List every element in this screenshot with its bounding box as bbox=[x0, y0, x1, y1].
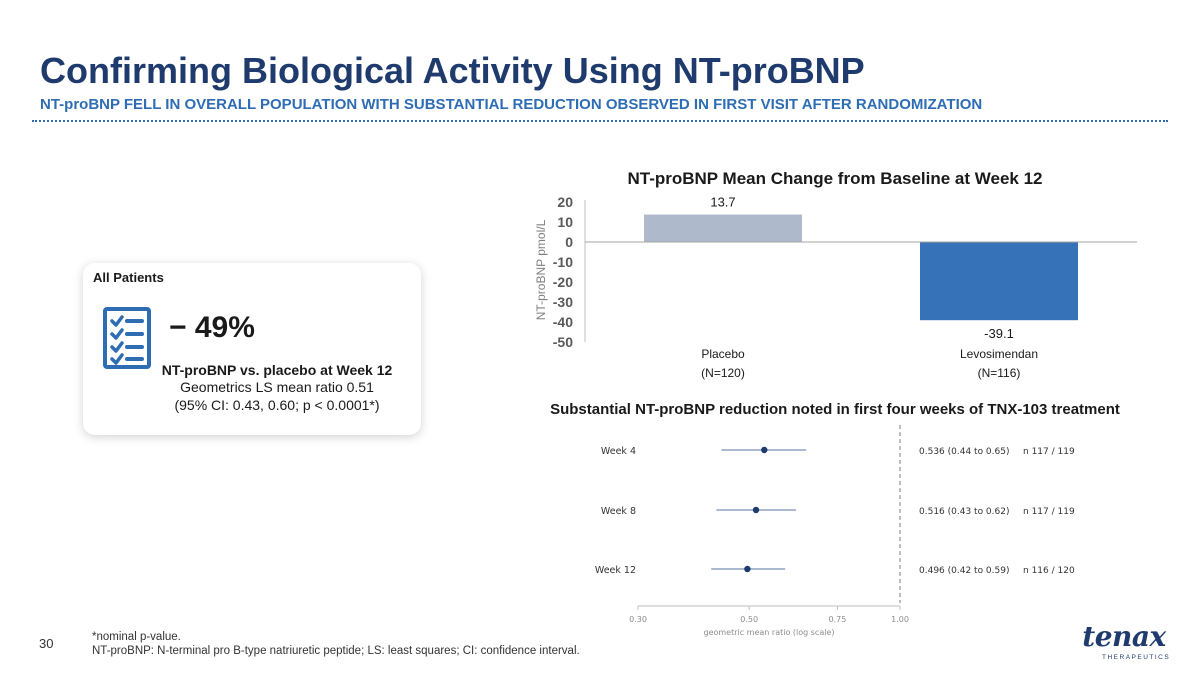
forest-estimate-text: 0.516 (0.43 to 0.62) bbox=[919, 507, 1009, 517]
x-tick-label: 1.00 bbox=[891, 615, 909, 624]
bar-chart: 20 10 0 -10 -20 -30 -40 -50 NT-proBNP pmol/L 13.7… bbox=[534, 194, 1137, 380]
estimate-point bbox=[761, 446, 768, 454]
x-tick-label: 0.50 bbox=[740, 615, 758, 624]
y-tick-label: -50 bbox=[553, 334, 573, 350]
dotted-divider bbox=[32, 120, 1168, 122]
card-line-3: (95% CI: 0.43, 0.60; p < 0.0001*) bbox=[174, 397, 380, 413]
y-tick-label: -30 bbox=[553, 294, 573, 310]
y-tick-label: 20 bbox=[557, 194, 573, 210]
category-sublabel: (N=120) bbox=[701, 366, 745, 380]
logo-subtitle: THERAPEUTICS bbox=[1102, 654, 1171, 661]
estimate-point bbox=[752, 506, 760, 514]
page-title: Confirming Biological Activity Using NT-… bbox=[40, 50, 865, 91]
bar-chart-title: NT-proBNP Mean Change from Baseline at W… bbox=[627, 169, 1043, 188]
page-number: 30 bbox=[39, 636, 54, 651]
category-label: Levosimendan bbox=[960, 347, 1038, 361]
footnote-2: NT-proBNP: N-terminal pro B-type natriur… bbox=[92, 645, 580, 657]
y-tick-label: 0 bbox=[565, 234, 573, 250]
forest-chart-title: Substantial NT-proBNP reduction noted in… bbox=[550, 401, 1120, 418]
y-tick-label: -10 bbox=[553, 254, 573, 270]
y-axis-label: NT-proBNP pmol/L bbox=[534, 219, 548, 320]
estimate-point bbox=[744, 565, 751, 573]
forest-n-text: n 117 / 119 bbox=[1023, 447, 1075, 457]
bar-value-label: 13.7 bbox=[710, 195, 735, 210]
forest-chart: Week 4 0.536 (0.44 to 0.65) n 117 / 119 Wee… bbox=[595, 425, 1075, 637]
forest-estimate-text: 0.536 (0.44 to 0.65) bbox=[919, 447, 1009, 457]
forest-row-label: Week 12 bbox=[595, 565, 636, 576]
forest-n-text: n 116 / 120 bbox=[1023, 566, 1075, 576]
bar-placebo bbox=[644, 214, 802, 242]
bar-levosimendan bbox=[920, 242, 1078, 321]
tenax-logo: tenax THERAPEUTICS bbox=[1076, 620, 1172, 664]
y-tick-label: 10 bbox=[557, 214, 573, 230]
page-subtitle: NT-proBNP FELL IN OVERALL POPULATION WIT… bbox=[40, 96, 983, 113]
card-line-1: NT-proBNP vs. placebo at Week 12 bbox=[161, 362, 393, 378]
card-line-2: Geometrics LS mean ratio 0.51 bbox=[180, 379, 374, 395]
x-tick-label: 0.75 bbox=[828, 615, 846, 624]
card-label: All Patients bbox=[93, 270, 164, 285]
x-tick-label: 0.30 bbox=[629, 615, 647, 624]
forest-row-label: Week 4 bbox=[601, 446, 636, 457]
bar-value-label: -39.1 bbox=[984, 326, 1014, 341]
all-patients-card: All Patients − 49% NT-proBNP vs. placebo… bbox=[83, 263, 421, 435]
forest-row-label: Week 8 bbox=[601, 506, 636, 517]
x-axis-label: geometric mean ratio (log scale) bbox=[703, 628, 834, 637]
category-label: Placebo bbox=[701, 347, 745, 361]
forest-n-text: n 117 / 119 bbox=[1023, 507, 1075, 517]
category-sublabel: (N=116) bbox=[978, 366, 1021, 380]
checklist-icon bbox=[103, 307, 151, 369]
reduction-percent: − 49% bbox=[169, 311, 255, 344]
y-tick-label: -20 bbox=[553, 274, 573, 290]
logo-wordmark: tenax bbox=[1082, 620, 1166, 653]
y-tick-label: -40 bbox=[553, 314, 573, 330]
footnote-1: *nominal p-value. bbox=[92, 631, 181, 643]
forest-estimate-text: 0.496 (0.42 to 0.59) bbox=[919, 566, 1009, 576]
